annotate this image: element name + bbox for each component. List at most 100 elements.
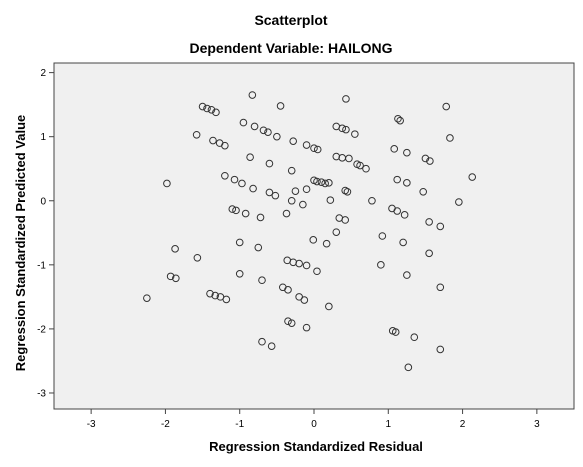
- x-tick-label: 3: [534, 419, 540, 430]
- data-point: [426, 157, 434, 165]
- data-point: [248, 91, 257, 99]
- data-point: [259, 126, 268, 135]
- data-point: [425, 218, 433, 226]
- data-point: [368, 196, 376, 205]
- x-tick-label: -1: [235, 419, 244, 430]
- data-point: [419, 187, 428, 196]
- data-point: [436, 222, 445, 231]
- data-point: [238, 179, 246, 188]
- data-point: [313, 145, 322, 154]
- data-point: [235, 238, 244, 247]
- data-point: [198, 102, 207, 111]
- data-point: [325, 302, 333, 311]
- data-point: [193, 253, 202, 262]
- data-point: [317, 178, 326, 186]
- data-point: [391, 328, 400, 336]
- data-point: [265, 188, 274, 197]
- data-point: [400, 211, 409, 219]
- data-point: [267, 342, 276, 351]
- data-point: [221, 171, 229, 180]
- data-points: [143, 91, 477, 372]
- y-axis-ticks: -3 -2 -1 0 1 2: [37, 68, 54, 399]
- data-point: [230, 175, 239, 184]
- data-point: [172, 274, 180, 283]
- y-tick-label: 2: [40, 68, 46, 79]
- data-point: [192, 130, 201, 139]
- data-point: [436, 345, 445, 354]
- data-point: [326, 196, 335, 204]
- data-point: [256, 213, 265, 222]
- data-point: [403, 179, 411, 187]
- data-point: [342, 95, 350, 103]
- data-point: [287, 319, 296, 327]
- data-point: [291, 187, 300, 195]
- data-point: [302, 323, 311, 332]
- data-point: [211, 291, 219, 300]
- data-point: [264, 128, 272, 136]
- chart-subtitle: Dependent Variable: HAILONG: [189, 40, 392, 56]
- data-point: [273, 132, 281, 141]
- data-point: [232, 206, 240, 215]
- data-point: [442, 102, 451, 111]
- data-point: [356, 161, 364, 170]
- x-tick-label: -3: [87, 419, 96, 430]
- chart-title: Scatterplot: [254, 12, 327, 28]
- data-point: [403, 148, 411, 157]
- data-point: [207, 105, 216, 114]
- data-point: [332, 228, 341, 236]
- data-point: [313, 177, 321, 186]
- data-point: [390, 145, 399, 153]
- data-point: [309, 236, 318, 244]
- x-tick-label: 0: [311, 419, 317, 430]
- data-point: [299, 200, 307, 209]
- data-point: [393, 175, 402, 184]
- data-point: [396, 116, 404, 125]
- data-point: [287, 196, 296, 205]
- data-point: [171, 245, 179, 253]
- data-point: [212, 108, 220, 117]
- plot-area: [53, 62, 575, 410]
- y-tick-label: -2: [37, 324, 46, 335]
- y-axis-label: Regression Standardized Predicted Value: [13, 115, 28, 371]
- data-point: [241, 209, 250, 218]
- data-point: [421, 154, 430, 163]
- data-point: [310, 144, 318, 153]
- data-point: [282, 209, 291, 218]
- data-point: [302, 185, 311, 194]
- data-point: [166, 272, 175, 281]
- data-point: [378, 232, 387, 240]
- data-point: [425, 249, 433, 258]
- data-point: [271, 191, 280, 200]
- data-point: [362, 164, 370, 173]
- y-tick-label: -1: [37, 260, 46, 271]
- data-point: [345, 154, 353, 163]
- data-point: [403, 271, 411, 279]
- data-point: [258, 337, 266, 346]
- y-tick-label: -3: [37, 388, 46, 399]
- data-point: [284, 317, 292, 326]
- data-point: [351, 130, 359, 138]
- data-point: [287, 166, 296, 175]
- x-tick-label: 1: [386, 419, 392, 430]
- data-point: [289, 137, 298, 145]
- data-point: [235, 270, 244, 278]
- data-point: [300, 296, 309, 304]
- data-point: [254, 243, 263, 252]
- data-point: [206, 289, 214, 298]
- data-point: [322, 239, 331, 248]
- data-point: [342, 125, 350, 134]
- data-point: [341, 216, 350, 224]
- data-point: [250, 122, 259, 131]
- x-tick-label: -2: [161, 419, 170, 430]
- data-point: [221, 141, 229, 150]
- data-point: [163, 179, 171, 188]
- data-point: [321, 179, 329, 188]
- x-axis-ticks: -3 -2 -1 0 1 2 3: [87, 409, 540, 430]
- data-point: [302, 141, 311, 149]
- data-point: [302, 261, 311, 270]
- data-point: [295, 259, 303, 268]
- data-point: [410, 333, 419, 342]
- data-point: [246, 153, 254, 161]
- data-point: [265, 159, 274, 168]
